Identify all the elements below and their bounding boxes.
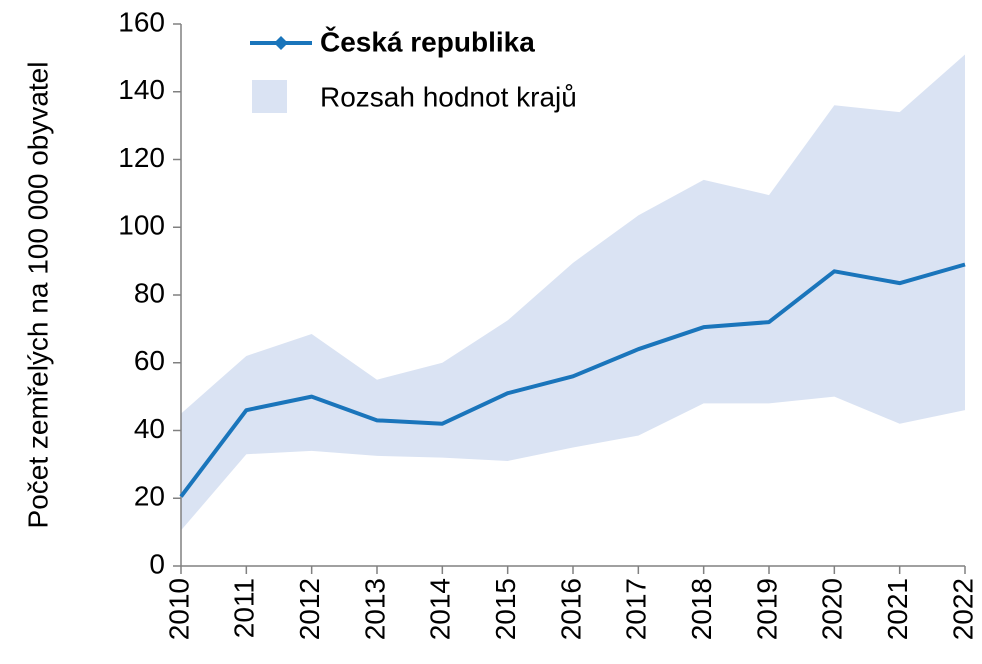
x-tick-label: 2015 (490, 578, 521, 640)
legend-marker (274, 36, 288, 50)
x-tick-label: 2011 (229, 578, 260, 638)
y-tick-label: 100 (118, 210, 165, 241)
legend-label: Rozsah hodnot krajů (320, 81, 577, 112)
x-tick-label: 2021 (882, 578, 913, 640)
y-tick-label: 160 (118, 6, 165, 37)
x-tick-label: 2017 (621, 578, 652, 640)
legend-swatch (252, 80, 287, 113)
y-tick-label: 120 (118, 142, 165, 173)
y-tick-label: 80 (134, 277, 165, 308)
y-tick-label: 0 (149, 548, 165, 579)
range-band (181, 54, 965, 531)
y-tick-label: 140 (118, 74, 165, 105)
y-axis-label: Počet zemřelých na 100 000 obyvatel (22, 62, 53, 529)
x-tick-label: 2013 (359, 578, 390, 640)
y-tick-label: 40 (134, 413, 165, 444)
y-tick-label: 60 (134, 345, 165, 376)
x-tick-label: 2010 (163, 578, 194, 640)
x-tick-label: 2022 (947, 578, 978, 640)
x-tick-label: 2016 (555, 578, 586, 640)
x-tick-label: 2019 (751, 578, 782, 640)
legend-label: Česká republika (320, 25, 535, 57)
x-tick-label: 2012 (294, 578, 325, 640)
y-tick-label: 20 (134, 481, 165, 512)
x-tick-label: 2020 (817, 578, 848, 640)
x-tick-label: 2018 (686, 578, 717, 640)
line (179, 262, 966, 498)
x-tick-label: 2014 (425, 578, 456, 640)
